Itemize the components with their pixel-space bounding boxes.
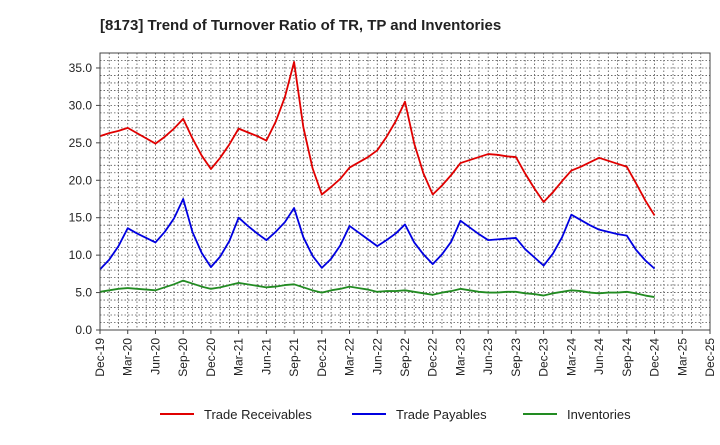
- y-tick-label: 35.0: [69, 61, 93, 75]
- x-tick-label: Jun-21: [259, 338, 273, 375]
- x-tick-label: Dec-21: [315, 338, 329, 377]
- legend-item: Trade Payables: [352, 407, 487, 422]
- y-tick-label: 20.0: [69, 173, 93, 187]
- legend-label: Trade Receivables: [204, 407, 312, 422]
- series-lines: [99, 61, 656, 298]
- series-line-trade-receivables: [99, 61, 656, 216]
- x-tick-label: Dec-22: [426, 338, 440, 377]
- y-tick-label: 30.0: [69, 98, 93, 112]
- y-axis: 0.0 5.0 10.0 15.0 20.0 25.0 30.0 35.0: [69, 61, 100, 337]
- x-tick-label: Mar-21: [232, 338, 246, 376]
- x-tick-label: Sep-21: [287, 338, 301, 377]
- x-tick-label: Jun-24: [592, 338, 606, 375]
- series-line-trade-payables: [99, 198, 656, 270]
- x-tick-label: Mar-22: [343, 338, 357, 376]
- x-tick-label: Dec-23: [537, 338, 551, 377]
- y-tick-label: 10.0: [69, 248, 93, 262]
- x-tick-label: Dec-25: [703, 338, 717, 377]
- chart-title: [8173] Trend of Turnover Ratio of TR, TP…: [100, 17, 501, 34]
- x-axis: Dec-19 Mar-20 Jun-20 Sep-20 Dec-20 Mar-21 Jun-…: [93, 330, 717, 377]
- x-tick-label: Jun-20: [148, 338, 162, 375]
- x-tick-label: Dec-24: [648, 338, 662, 377]
- x-tick-label: Dec-20: [204, 338, 218, 377]
- y-tick-label: 15.0: [69, 211, 93, 225]
- series-line-inventories: [99, 279, 655, 298]
- legend: Trade Receivables Trade Payables Inventori…: [160, 407, 631, 422]
- x-tick-label: Jun-23: [481, 338, 495, 375]
- legend-label: Inventories: [567, 407, 631, 422]
- x-tick-label: Sep-22: [398, 338, 412, 377]
- y-tick-label: 5.0: [75, 286, 92, 300]
- legend-label: Trade Payables: [396, 407, 487, 422]
- x-tick-label: Sep-24: [620, 338, 634, 377]
- x-tick-label: Mar-20: [121, 338, 135, 376]
- legend-item: Inventories: [523, 407, 631, 422]
- x-tick-label: Jun-22: [370, 338, 384, 375]
- legend-item: Trade Receivables: [160, 407, 312, 422]
- grid: [100, 53, 710, 330]
- x-tick-label: Mar-23: [453, 338, 467, 376]
- x-tick-label: Mar-25: [675, 338, 689, 376]
- y-tick-label: 25.0: [69, 136, 93, 150]
- x-tick-label: Sep-20: [176, 338, 190, 377]
- x-tick-label: Mar-24: [564, 338, 578, 376]
- y-tick-label: 0.0: [75, 323, 92, 337]
- x-tick-label: Sep-23: [509, 338, 523, 377]
- x-tick-label: Dec-19: [93, 338, 107, 377]
